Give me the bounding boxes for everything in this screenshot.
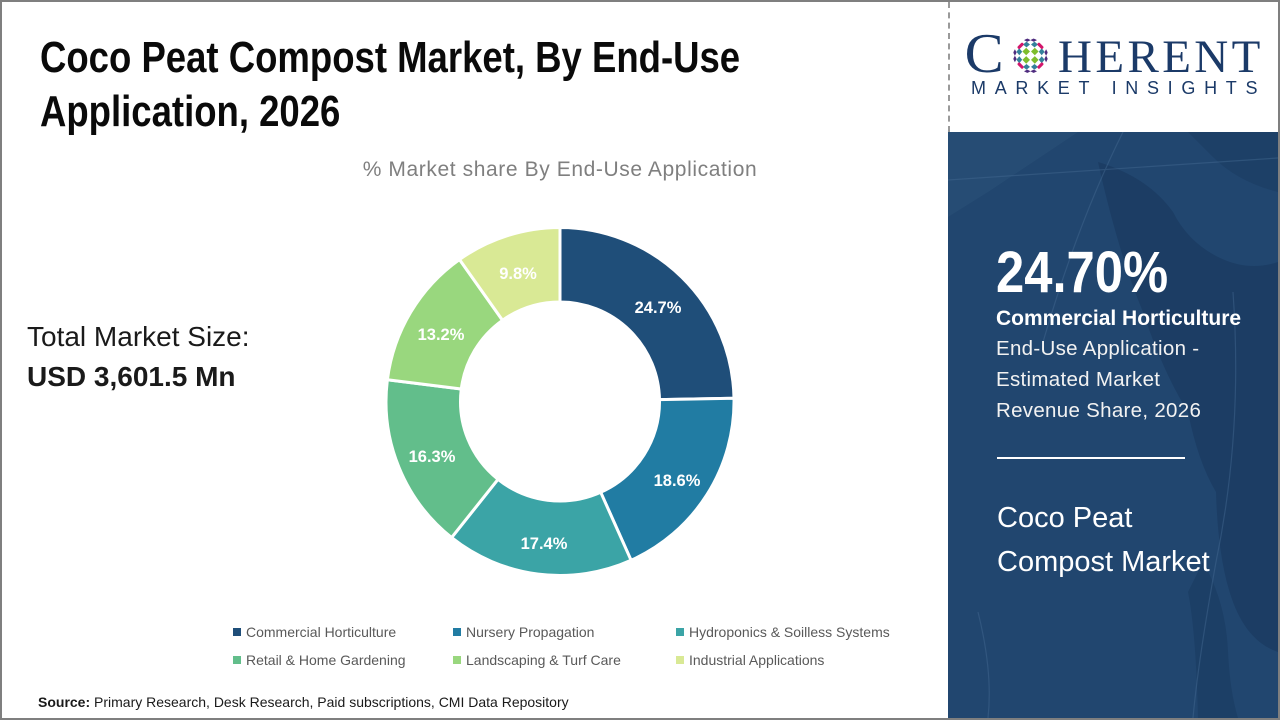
svg-text:9.8%: 9.8% (499, 265, 537, 283)
svg-text:HERENT: HERENT (1058, 31, 1264, 83)
svg-text:16.3%: 16.3% (409, 448, 456, 466)
svg-text:C: C (965, 23, 1004, 85)
svg-text:13.2%: 13.2% (418, 326, 465, 344)
svg-text:24.7%: 24.7% (635, 299, 682, 317)
svg-text:18.6%: 18.6% (654, 472, 701, 490)
svg-text:MARKET INSIGHTS: MARKET INSIGHTS (971, 78, 1266, 98)
svg-text:17.4%: 17.4% (521, 535, 568, 553)
